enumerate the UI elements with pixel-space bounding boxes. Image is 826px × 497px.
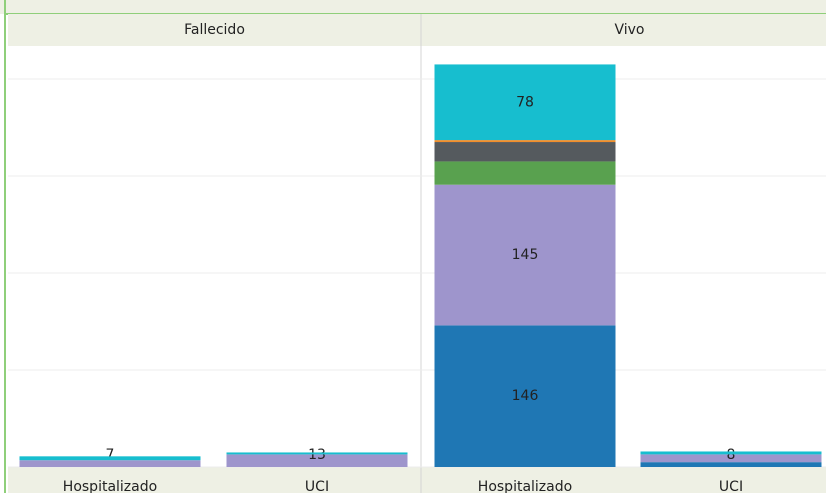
panel-label: Fallecido bbox=[184, 22, 245, 38]
header-row bbox=[8, 14, 826, 46]
value-label: 145 bbox=[512, 247, 539, 263]
bar-segment bbox=[640, 462, 822, 467]
value-label: 78 bbox=[516, 94, 534, 110]
bar-segment bbox=[19, 456, 201, 461]
bar-segment bbox=[434, 184, 616, 326]
bar-segment bbox=[434, 142, 616, 162]
bar-segment bbox=[434, 325, 616, 467]
x-tick-label: UCI bbox=[305, 479, 329, 493]
bar-segment bbox=[226, 454, 408, 467]
value-label: 13 bbox=[308, 447, 326, 463]
bar-segment bbox=[434, 161, 616, 185]
x-tick-label: UCI bbox=[719, 479, 743, 493]
bar-segment bbox=[640, 451, 822, 455]
bar-segment bbox=[434, 140, 616, 143]
footer-row bbox=[8, 467, 826, 493]
bar-segment bbox=[226, 452, 408, 455]
x-tick-label: Hospitalizado bbox=[478, 479, 572, 493]
value-label: 146 bbox=[512, 388, 539, 404]
bar-segment bbox=[640, 454, 822, 463]
panel-label: Vivo bbox=[614, 22, 644, 38]
top-strip bbox=[0, 0, 826, 14]
value-label: 7 bbox=[106, 447, 115, 463]
bar-segment bbox=[434, 64, 616, 141]
bar-segment bbox=[19, 460, 201, 467]
value-label: 8 bbox=[727, 447, 736, 463]
x-tick-label: Hospitalizado bbox=[63, 479, 157, 493]
